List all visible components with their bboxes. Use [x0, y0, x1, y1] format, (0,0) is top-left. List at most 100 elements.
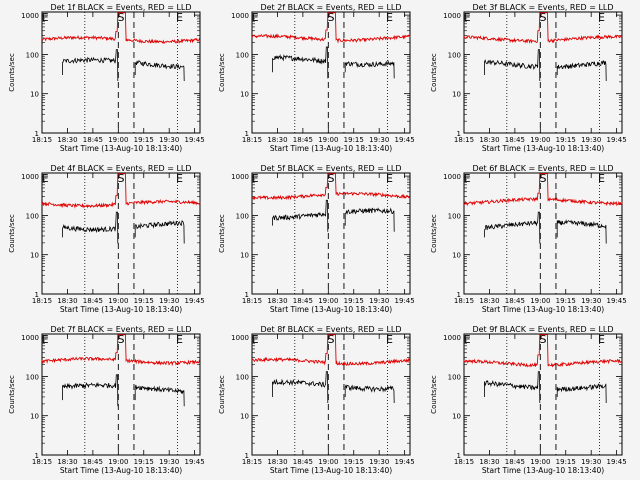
y-tick-label: 1	[457, 291, 461, 299]
x-tick-label: 19:00	[530, 458, 550, 466]
x-axis-label: Start Time (13-Aug-10 18:13:40)	[270, 305, 392, 314]
x-tick-label: 19:45	[395, 458, 415, 466]
panel-title: Det 9f BLACK = Events, RED = LLD	[472, 325, 613, 334]
x-tick-label: 19:30	[159, 458, 179, 466]
x-tick-label: 19:30	[369, 458, 389, 466]
events-series-line-a	[62, 49, 119, 82]
x-axis-label: Start Time (13-Aug-10 18:13:40)	[482, 466, 604, 475]
y-tick-label: 100	[26, 373, 39, 381]
marker-label-e: E	[464, 11, 471, 24]
x-tick-label: 19:00	[318, 458, 338, 466]
panel-title: Det 6f BLACK = Events, RED = LLD	[472, 164, 613, 173]
marker-label-e: E	[464, 333, 471, 346]
y-tick-label: 1000	[21, 334, 39, 342]
x-tick-label: 19:00	[530, 297, 550, 305]
x-tick-label: 18:15	[242, 297, 262, 305]
x-tick-label: 18:15	[32, 136, 52, 144]
x-tick-label: 18:30	[479, 136, 499, 144]
y-tick-label: 100	[236, 212, 249, 220]
events-series-line-b	[344, 207, 395, 232]
y-tick-label: 1000	[21, 173, 39, 181]
events-series-line-b	[556, 383, 607, 404]
marker-label-s: S	[328, 11, 335, 24]
events-series-line-b	[134, 59, 185, 82]
x-tick-label: 18:30	[267, 297, 287, 305]
detector-panel-3: Det 3f BLACK = Events, RED = LLD Counts/s…	[430, 3, 627, 153]
y-tick-label: 1	[245, 130, 249, 138]
y-tick-label: 1000	[443, 173, 461, 181]
x-tick-label: 19:45	[395, 297, 415, 305]
lld-series-line	[41, 334, 201, 367]
lld-series-line	[251, 334, 411, 367]
y-tick-label: 1	[35, 130, 39, 138]
y-tick-label: 100	[448, 51, 461, 59]
y-tick-label: 10	[30, 91, 39, 99]
y-tick-label: 1	[457, 452, 461, 460]
x-tick-label: 19:30	[159, 136, 179, 144]
y-axis-label: Counts/sec	[430, 375, 438, 414]
x-tick-label: 19:45	[185, 458, 205, 466]
lld-series-line	[463, 173, 623, 207]
y-tick-label: 10	[240, 252, 249, 260]
y-tick-label: 1	[457, 130, 461, 138]
x-tick-label: 18:15	[32, 458, 52, 466]
plot-frame	[463, 333, 623, 456]
plot-frame	[251, 11, 411, 134]
x-tick-label: 19:30	[369, 297, 389, 305]
x-tick-label: 18:30	[57, 297, 77, 305]
events-series-line-b	[344, 384, 395, 404]
x-tick-label: 19:45	[607, 297, 627, 305]
x-axis-label: Start Time (13-Aug-10 18:13:40)	[270, 466, 392, 475]
x-tick-label: 18:45	[83, 136, 103, 144]
lld-series-line	[463, 334, 623, 368]
y-tick-label: 1000	[231, 334, 249, 342]
y-tick-label: 1000	[231, 173, 249, 181]
y-axis-label: Counts/sec	[8, 53, 16, 92]
y-tick-label: 1000	[231, 12, 249, 20]
x-tick-label: 18:15	[32, 297, 52, 305]
x-tick-label: 19:45	[607, 458, 627, 466]
y-tick-label: 1000	[443, 12, 461, 20]
plot-frame	[463, 172, 623, 295]
x-axis-label: Start Time (13-Aug-10 18:13:40)	[270, 144, 392, 153]
lld-series-line	[251, 12, 411, 44]
events-series-line-b	[134, 384, 185, 407]
x-tick-label: 18:30	[267, 136, 287, 144]
marker-label-e: E	[598, 172, 605, 185]
marker-label-e: E	[386, 333, 393, 346]
x-tick-label: 19:15	[134, 136, 154, 144]
marker-label-e: E	[176, 11, 183, 24]
y-tick-label: 100	[448, 212, 461, 220]
y-axis-label: Counts/sec	[218, 53, 226, 92]
x-tick-label: 19:00	[318, 136, 338, 144]
y-tick-label: 100	[448, 373, 461, 381]
marker-label-e: E	[386, 11, 393, 24]
plot-frame	[41, 172, 201, 295]
plot-frame	[463, 11, 623, 134]
x-tick-label: 18:45	[293, 458, 313, 466]
marker-label-s: S	[540, 172, 547, 185]
x-tick-label: 19:00	[318, 297, 338, 305]
y-tick-label: 1	[245, 291, 249, 299]
x-tick-label: 18:15	[454, 136, 474, 144]
marker-label-e: E	[252, 172, 259, 185]
x-tick-label: 18:30	[57, 136, 77, 144]
panel-title: Det 3f BLACK = Events, RED = LLD	[472, 3, 613, 12]
detector-panel-4: Det 4f BLACK = Events, RED = LLD Counts/s…	[8, 164, 205, 314]
x-tick-label: 18:45	[293, 297, 313, 305]
x-tick-label: 18:30	[57, 458, 77, 466]
panel-title: Det 7f BLACK = Events, RED = LLD	[50, 325, 191, 334]
events-series-line-a	[484, 371, 541, 404]
panel-title: Det 4f BLACK = Events, RED = LLD	[50, 164, 191, 173]
panel-title: Det 1f BLACK = Events, RED = LLD	[50, 3, 191, 12]
x-tick-label: 18:45	[83, 297, 103, 305]
y-tick-label: 10	[30, 413, 39, 421]
x-tick-label: 18:45	[505, 136, 525, 144]
y-tick-label: 10	[30, 252, 39, 260]
x-tick-label: 18:15	[454, 458, 474, 466]
lld-series-line	[41, 173, 201, 209]
panel-title: Det 5f BLACK = Events, RED = LLD	[260, 164, 401, 173]
detector-panel-5: Det 5f BLACK = Events, RED = LLD Counts/s…	[218, 164, 415, 314]
y-tick-label: 10	[452, 91, 461, 99]
marker-label-s: S	[540, 333, 547, 346]
